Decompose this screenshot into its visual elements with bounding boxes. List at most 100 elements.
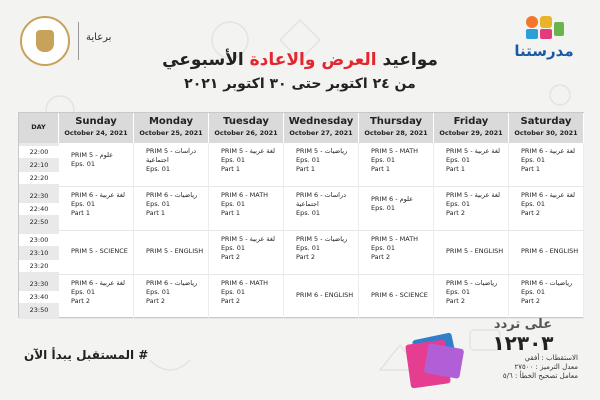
program-cell: PRIM 6 - رياضيات Eps. 01 Part 2 <box>509 275 584 319</box>
cell-line: PRIM 6 - لغة عربية <box>521 147 576 155</box>
cell-line: PRIM 5 - ENGLISH <box>446 247 504 255</box>
program-cell: PRIM 6 - MATH Eps. 01 Part 1 <box>209 187 284 231</box>
cell-line: PRIM 5 - رياضيات <box>296 235 348 243</box>
title-suffix: الأسبوعي <box>162 50 244 70</box>
program-cell: PRIM 6 - علوم Eps. 01 <box>359 187 434 231</box>
ministry-emblem-icon <box>20 16 70 66</box>
time-slot: 23:40 <box>19 291 59 303</box>
cell-line: PRIM 5 - MATH <box>371 235 419 243</box>
header: برعاية مدرستنا مواعيد العرض والاعادة الأ… <box>0 0 600 100</box>
day-header: Saturday October 30, 2021 <box>509 113 584 143</box>
cell-line: Eps. 01 <box>371 244 396 252</box>
cell-line: Part 1 <box>371 165 391 173</box>
cell-line: Part 2 <box>71 297 91 305</box>
cell-line: Part 2 <box>221 253 241 261</box>
time-slot: 23:00 <box>19 234 59 246</box>
time-column: 22:00 22:10 22:20 22:30 22:40 22:50 23:00 23:10… <box>19 143 59 319</box>
program-cell: PRIM 6 - رياضيات Eps. 01 Part 2 <box>134 275 209 319</box>
cell-line: PRIM 6 - رياضيات <box>521 279 573 287</box>
day-header: Friday October 29, 2021 <box>434 113 509 143</box>
day-date: October 24, 2021 <box>64 129 128 137</box>
cell-line: Part 2 <box>221 297 241 305</box>
cell-line: PRIM 6 - دراسات <box>296 191 347 199</box>
cell-line: Part 1 <box>71 209 91 217</box>
day-date: October 25, 2021 <box>139 129 203 137</box>
program-cell: PRIM 6 - MATH Eps. 01 Part 2 <box>209 275 284 319</box>
time-slot: 23:20 <box>19 260 59 272</box>
cell-line: Eps. 01 <box>71 200 96 208</box>
logo-shapes-icon <box>521 16 567 40</box>
program-cell: PRIM 5 - دراسات اجتماعية Eps. 01 <box>134 143 209 187</box>
cell-line: Eps. 01 <box>371 156 396 164</box>
cell-line: PRIM 6 - لغة عربية <box>71 279 126 287</box>
cell-line: PRIM 5 - لغة عربية <box>446 191 501 199</box>
frequency-number: ١٢٣٠٣ <box>492 331 554 355</box>
cell-line: Part 2 <box>521 297 541 305</box>
cell-line: PRIM 5 - ENGLISH <box>146 247 204 255</box>
time-slot: 23:30 <box>29 280 49 288</box>
day-date: October 30, 2021 <box>514 129 578 137</box>
polarization: الاستقطاب : أفقي <box>524 354 578 362</box>
day-date: October 28, 2021 <box>364 129 428 137</box>
cell-line: Part 1 <box>146 209 166 217</box>
day-header: Thursday October 28, 2021 <box>359 113 434 143</box>
time-slot: 22:20 <box>19 172 59 184</box>
cell-line: Eps. 01 <box>446 200 471 208</box>
time-slot: 22:50 <box>29 218 49 226</box>
cell-line: PRIM 6 - ENGLISH <box>296 291 354 299</box>
title-prefix: مواعيد <box>382 50 438 70</box>
time-slot: 23:50 <box>29 306 49 314</box>
cell-line: PRIM 6 - علوم <box>371 195 414 203</box>
day-name: Saturday <box>520 116 572 127</box>
program-cell: PRIM 5 - ENGLISH <box>134 231 209 275</box>
time-slot: 22:00 <box>19 146 59 158</box>
program-cell: PRIM 6 - لغة عربية Eps. 01 Part 2 <box>59 275 134 319</box>
cell-line: Eps. 01 <box>71 288 96 296</box>
cell-line: PRIM 6 - رياضيات <box>146 191 198 199</box>
cell-line: Eps. 01 <box>221 288 246 296</box>
sponsor-label: برعاية <box>86 32 112 43</box>
cell-line: Eps. 01 <box>146 288 171 296</box>
program-cell: PRIM 5 - ENGLISH <box>434 231 509 275</box>
notebook-icon <box>405 332 464 389</box>
day-name: Thursday <box>369 116 423 127</box>
cell-line: Eps. 01 <box>521 156 546 164</box>
day-column-header: DAY <box>19 113 59 143</box>
cell-line: اجتماعية <box>296 200 319 208</box>
frequency-label: على تردد <box>493 317 553 332</box>
cell-line: PRIM 6 - MATH <box>221 191 269 199</box>
cell-line: Eps. 01 <box>71 160 96 168</box>
cell-line: Eps. 01 <box>296 156 321 164</box>
cell-line: PRIM 5 - لغة عربية <box>221 235 276 243</box>
cell-line: Part 2 <box>521 209 541 217</box>
day-date: October 27, 2021 <box>289 129 353 137</box>
cell-line: PRIM 5 - لغة عربية <box>446 147 501 155</box>
day-name: Friday <box>453 116 489 127</box>
program-cell: PRIM 6 - ENGLISH <box>284 275 359 319</box>
time-slot: 22:10 <box>29 161 49 169</box>
program-cell: PRIM 5 - SCIENCE <box>59 231 134 275</box>
day-name: Wednesday <box>288 116 354 127</box>
cell-line: Part 1 <box>221 165 241 173</box>
sponsor-block: برعاية <box>20 16 140 70</box>
day-header: Wednesday October 27, 2021 <box>284 113 359 143</box>
day-name: Tuesday <box>223 116 269 127</box>
cell-line: Eps. 01 <box>146 165 171 173</box>
fec-rate: معامل تصحيح الخطأ : ٥/٦ <box>502 372 578 380</box>
cell-line: Eps. 01 <box>221 156 246 164</box>
cell-line: PRIM 5 - MATH <box>371 147 419 155</box>
cell-line: Eps. 01 <box>446 288 471 296</box>
cell-line: اجتماعية <box>146 156 169 164</box>
cell-line: PRIM 5 - لغة عربية <box>221 147 276 155</box>
cell-line: PRIM 5 - SCIENCE <box>71 247 128 255</box>
cell-line: Eps. 01 <box>296 244 321 252</box>
time-slot: 23:10 <box>29 249 49 257</box>
frequency-block: على تردد ١٢٣٠٣ الاستقطاب : أفقي معدل الت… <box>468 318 578 381</box>
program-cell: PRIM 6 - لغة عربية Eps. 01 Part 2 <box>509 187 584 231</box>
program-cell: PRIM 5 - علوم Eps. 01 <box>59 143 134 187</box>
cell-line: PRIM 6 - لغة عربية <box>71 191 126 199</box>
program-cell: PRIM 6 - ENGLISH <box>509 231 584 275</box>
cell-line: Part 1 <box>521 165 541 173</box>
program-cell: PRIM 6 - رياضيات Eps. 01 Part 1 <box>134 187 209 231</box>
day-date: October 29, 2021 <box>439 129 503 137</box>
